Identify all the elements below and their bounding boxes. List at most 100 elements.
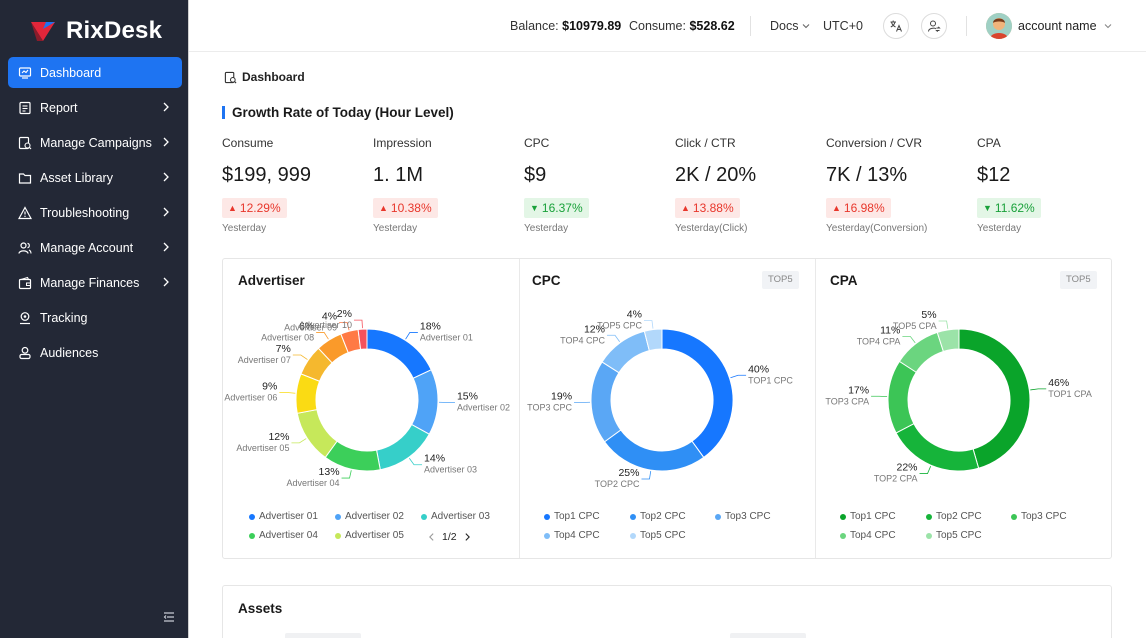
timezone-selector[interactable]: UTC+0 — [823, 19, 863, 33]
slice-category-label: TOP3 CPC — [527, 403, 572, 413]
donut-slice[interactable] — [936, 328, 960, 353]
donut-slice[interactable] — [601, 330, 650, 374]
label-leader-line — [902, 336, 916, 344]
sidebar-item-tracking[interactable]: Tracking — [8, 302, 182, 333]
label-leader-line — [316, 332, 329, 340]
legend-label: Advertiser 03 — [431, 511, 490, 522]
legend-item[interactable]: Top5 CPC — [630, 530, 686, 541]
slice-category-label: Advertiser 07 — [238, 355, 291, 365]
donut-slice[interactable] — [661, 328, 734, 459]
slice-percent-label: 18% — [420, 320, 441, 332]
slice-percent-label: 13% — [319, 466, 340, 478]
slice-category-label: Advertiser 10 — [299, 320, 352, 330]
assets-panel: Assets — [222, 585, 1112, 638]
metric-value: 2K / 20% — [675, 164, 757, 186]
chevron-down-icon — [803, 24, 810, 29]
legend-item[interactable]: Advertiser 03 — [421, 511, 490, 522]
sidebar-item-audiences[interactable]: Audiences — [8, 337, 182, 368]
arrow-up-icon: ▲ — [681, 203, 690, 213]
label-leader-line — [353, 319, 363, 329]
metric-change-badge: ▼ 11.62% — [977, 198, 1041, 218]
report-icon — [18, 101, 32, 115]
advertiser-chart-card: Advertiser 18% Advertiser 01 15% Advertiser… — [223, 259, 519, 558]
legend-label: Top2 CPC — [640, 511, 686, 522]
sidebar-item-label: Audiences — [40, 345, 99, 360]
sidebar-item-asset-library[interactable]: Asset Library — [8, 162, 182, 193]
account-menu[interactable]: account name — [1018, 19, 1112, 33]
sidebar-item-manage-finances[interactable]: Manage Finances — [8, 267, 182, 298]
user-switch-button[interactable] — [921, 13, 947, 39]
donut-slice[interactable] — [590, 361, 622, 443]
top5-tag[interactable]: TOP5 — [762, 271, 799, 289]
donut-slice[interactable] — [643, 328, 663, 352]
legend-item[interactable]: Top5 CPC — [926, 530, 982, 541]
donut-slice[interactable] — [603, 429, 705, 472]
legend-item[interactable]: Top1 CPC — [544, 511, 600, 522]
legend-item[interactable]: Advertiser 05 — [335, 530, 404, 541]
slice-percent-label: 9% — [262, 380, 277, 392]
label-leader-line — [292, 354, 308, 360]
sidebar-item-manage-campaigns[interactable]: Manage Campaigns — [8, 127, 182, 158]
donut-slice[interactable] — [296, 408, 338, 459]
header-divider — [750, 16, 751, 36]
slice-category-label: TOP5 CPA — [893, 321, 937, 331]
label-leader-line — [408, 458, 423, 466]
legend-item[interactable]: Advertiser 01 — [249, 511, 318, 522]
assets-column-header — [730, 633, 806, 638]
docs-dropdown[interactable]: Docs — [770, 19, 810, 33]
legend-item[interactable]: Advertiser 04 — [249, 530, 318, 541]
pager-text: 1/2 — [442, 531, 457, 543]
sidebar-item-label: Report — [40, 100, 78, 115]
chevron-left-icon[interactable] — [428, 532, 435, 542]
cpc-chart-card: CPC TOP5 40% TOP1 CPC 25% TOP2 CPC 19% TOP3 C… — [519, 259, 815, 558]
donut-slice[interactable] — [357, 328, 368, 350]
legend-label: Advertiser 05 — [345, 530, 404, 541]
sidebar-item-troubleshooting[interactable]: Troubleshooting — [8, 197, 182, 228]
collapse-menu-icon[interactable] — [162, 610, 176, 624]
legend-label: Top4 CPC — [850, 530, 896, 541]
chevron-right-icon[interactable] — [464, 532, 471, 542]
dashboard-icon — [18, 66, 32, 80]
legend-item[interactable]: Advertiser 02 — [335, 511, 404, 522]
legend-item[interactable]: Top4 CPC — [544, 530, 600, 541]
slice-category-label: Advertiser 04 — [287, 478, 340, 488]
metric-change-value: 12.29% — [239, 201, 281, 215]
slice-percent-label: 15% — [457, 391, 478, 403]
legend-item[interactable]: Top3 CPC — [715, 511, 771, 522]
legend-dot — [715, 513, 721, 520]
brand-logo[interactable]: RixDesk — [30, 16, 162, 46]
top5-tag[interactable]: TOP5 — [1060, 271, 1097, 289]
tracking-icon — [18, 311, 32, 325]
sidebar-item-report[interactable]: Report — [8, 92, 182, 123]
donut-slice[interactable] — [887, 360, 917, 434]
donut-slice[interactable] — [411, 369, 439, 435]
donut-slice[interactable] — [375, 423, 430, 471]
legend-dot — [630, 513, 636, 520]
sidebar-item-dashboard[interactable]: Dashboard — [8, 57, 182, 88]
donut-slice[interactable] — [958, 328, 1031, 469]
legend-item[interactable]: Top2 CPC — [630, 511, 686, 522]
legend-item[interactable]: Top4 CPC — [840, 530, 896, 541]
slice-percent-label: 25% — [618, 467, 639, 479]
slice-category-label: TOP5 CPC — [597, 321, 642, 331]
metric-change-badge: ▲ 10.38% — [373, 198, 438, 218]
sidebar-item-manage-account[interactable]: Manage Account — [8, 232, 182, 263]
chevron-down-icon — [1104, 24, 1111, 29]
legend-dot — [926, 513, 932, 520]
metric-change-value: 13.88% — [692, 201, 734, 215]
legend-item[interactable]: Top1 CPC — [840, 511, 896, 522]
slice-percent-label: 22% — [897, 462, 918, 474]
legend-label: Top1 CPC — [554, 511, 600, 522]
section-accent-bar — [222, 105, 225, 119]
legend-dot — [249, 532, 255, 539]
breadcrumb: Dashboard — [224, 70, 305, 84]
legend-item[interactable]: Top2 CPC — [926, 511, 982, 522]
legend-item[interactable]: Top3 CPC — [1011, 511, 1067, 522]
metric-value: $12 — [977, 164, 1011, 186]
translate-button[interactable] — [883, 13, 909, 39]
legend-dot — [926, 532, 932, 539]
metric-comparison-label: Yesterday — [373, 223, 418, 234]
avatar[interactable] — [986, 13, 1012, 39]
sidebar-nav: Dashboard Report Manage Campaigns Asset … — [8, 57, 182, 372]
